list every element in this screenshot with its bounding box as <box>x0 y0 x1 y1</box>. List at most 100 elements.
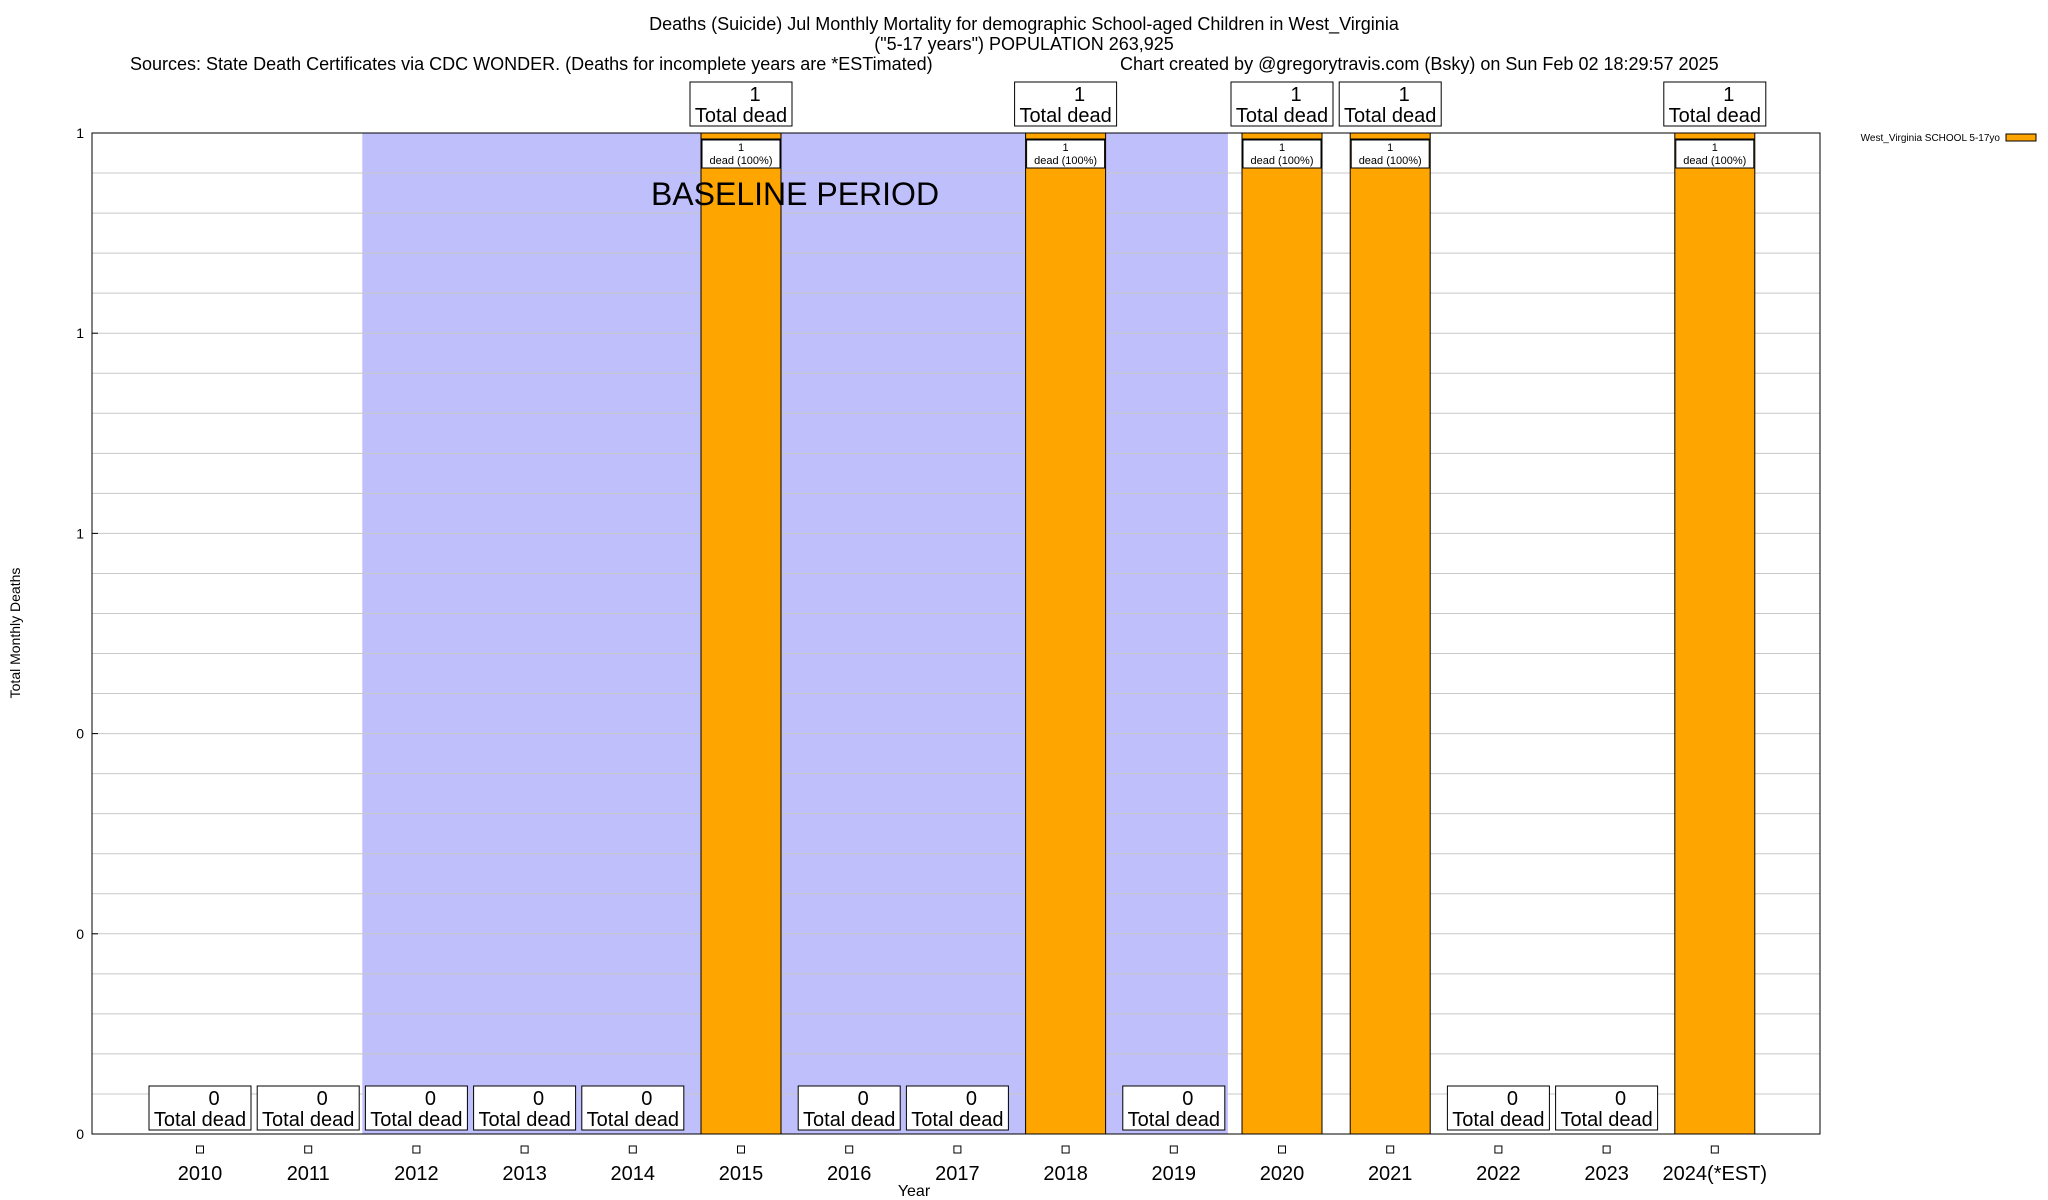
y-tick-label: 1 <box>76 325 84 341</box>
total-label-text: Total dead <box>1452 1109 1544 1131</box>
total-label-text: Total dead <box>154 1109 246 1131</box>
total-label-value: 0 <box>966 1088 977 1110</box>
total-label-value: 0 <box>317 1088 328 1110</box>
x-tick-label: 2023 <box>1584 1163 1629 1185</box>
x-tick-marker <box>628 1145 637 1154</box>
segment-label-pct: dead (100%) <box>1359 155 1422 167</box>
grid-lines <box>92 172 1820 1095</box>
segment-label-count: 1 <box>1712 142 1718 154</box>
x-tick-marker <box>1494 1145 1503 1154</box>
bar <box>700 132 782 1135</box>
x-tick-label: 2019 <box>1152 1163 1197 1185</box>
x-tick-marker <box>1602 1145 1611 1154</box>
x-tick-marker <box>520 1145 529 1154</box>
segment-label-count: 1 <box>1063 142 1069 154</box>
total-label-value: 0 <box>1615 1088 1626 1110</box>
total-label-box <box>364 1085 468 1131</box>
credit-note: Chart created by @gregorytravis.com (Bsk… <box>1120 54 1719 74</box>
x-tick-marker <box>196 1145 204 1154</box>
x-tick-marker <box>1710 1145 1719 1154</box>
total-label-value: 0 <box>425 1088 436 1110</box>
segment-label-pct: dead (100%) <box>1251 155 1314 167</box>
total-label-value: 1 <box>1074 84 1085 106</box>
segment-label-pct: dead (100%) <box>710 155 773 167</box>
bar <box>1349 132 1431 1135</box>
total-label-box <box>148 1085 252 1131</box>
plot-frame <box>91 132 1821 1135</box>
x-tick-marker <box>1061 1145 1070 1154</box>
x-tick-marker <box>304 1145 313 1154</box>
total-label-value: 0 <box>533 1088 544 1110</box>
total-label-value: 1 <box>1399 84 1410 106</box>
sources-note: Sources: State Death Certificates via CD… <box>130 54 933 74</box>
chart-title: Deaths (Suicide) Jul Monthly Mortality f… <box>649 14 1399 34</box>
total-label-text: Total dead <box>370 1109 462 1131</box>
legend-label: West_Virginia SCHOOL 5-17yo <box>1861 133 2001 144</box>
segment-label-pct: dead (100%) <box>1034 155 1097 167</box>
total-label-value: 0 <box>1182 1088 1193 1110</box>
x-tick-marker <box>412 1145 421 1154</box>
segment-label-count: 1 <box>1279 142 1285 154</box>
total-label-text: Total dead <box>1344 105 1436 127</box>
total-label-box <box>473 1085 577 1131</box>
total-label-box <box>1122 1085 1226 1131</box>
total-label-text: Total dead <box>695 105 787 127</box>
segment-label-count: 1 <box>738 142 744 154</box>
bars <box>700 132 1756 1135</box>
total-label-text: Total dead <box>803 1109 895 1131</box>
bar <box>1025 132 1107 1135</box>
segment-label-box <box>1350 139 1430 169</box>
x-tick-label: 2021 <box>1368 1163 1413 1185</box>
total-label-text: Total dead <box>478 1109 570 1131</box>
legend: West_Virginia SCHOOL 5-17yo <box>1861 133 2037 144</box>
total-label-box <box>1338 81 1442 127</box>
segment-label-box <box>1242 139 1322 169</box>
x-tick-label: 2013 <box>502 1163 547 1185</box>
x-tick-label: 2017 <box>935 1163 980 1185</box>
segment-label-pct: dead (100%) <box>1683 155 1746 167</box>
x-tick-marker <box>845 1145 854 1154</box>
x-tick-marker <box>1386 1145 1395 1154</box>
total-label-text: Total dead <box>1560 1109 1652 1131</box>
segment-label-box <box>701 139 781 169</box>
total-label-text: Total dead <box>587 1109 679 1131</box>
total-label-text: Total dead <box>1019 105 1111 127</box>
total-label-box <box>256 1085 360 1131</box>
total-label-value: 0 <box>1507 1088 1518 1110</box>
x-tick-label: 2011 <box>287 1163 330 1185</box>
x-tick-label: 2012 <box>394 1163 439 1185</box>
x-tick-marker <box>1278 1145 1286 1154</box>
x-tick-label: 2016 <box>827 1163 872 1185</box>
total-label-value: 0 <box>858 1088 869 1110</box>
total-label-box <box>689 81 793 127</box>
x-tick-marker <box>737 1145 745 1154</box>
total-label-value: 1 <box>1290 84 1301 106</box>
segment-label-count: 1 <box>1387 142 1393 154</box>
baseline-period-label: BASELINE PERIOD <box>651 176 939 212</box>
legend-swatch <box>2005 133 2037 142</box>
x-tick-marker <box>1169 1145 1178 1154</box>
x-tick-label: 2020 <box>1260 1163 1305 1185</box>
total-label-box <box>797 1085 901 1131</box>
x-axis-ticks: 2010 2011 2012 2013 2014 2015 2016 2017 2018 2019… <box>178 1145 1768 1185</box>
total-label-box <box>905 1085 1009 1131</box>
x-tick-label: 2018 <box>1043 1163 1088 1185</box>
total-label-value: 0 <box>208 1088 219 1110</box>
y-tick-label: 0 <box>76 726 84 742</box>
total-label-box <box>1663 81 1767 127</box>
x-tick-label: 2015 <box>719 1163 764 1185</box>
total-label-text: Total dead <box>262 1109 354 1131</box>
x-tick-label: 2014 <box>611 1163 656 1185</box>
x-tick-label: 2024(*EST) <box>1663 1163 1768 1185</box>
total-label-text: Total dead <box>1669 105 1761 127</box>
x-tick-marker <box>953 1145 962 1154</box>
total-label-box <box>1230 81 1334 127</box>
chart-subtitle: ("5-17 years") POPULATION 263,925 <box>874 34 1174 54</box>
y-axis-title: Total Monthly Deaths <box>7 568 23 699</box>
total-label-value: 1 <box>749 84 760 106</box>
bar <box>1674 132 1756 1135</box>
total-label-text: Total dead <box>911 1109 1003 1131</box>
total-label-text: Total dead <box>1236 105 1328 127</box>
